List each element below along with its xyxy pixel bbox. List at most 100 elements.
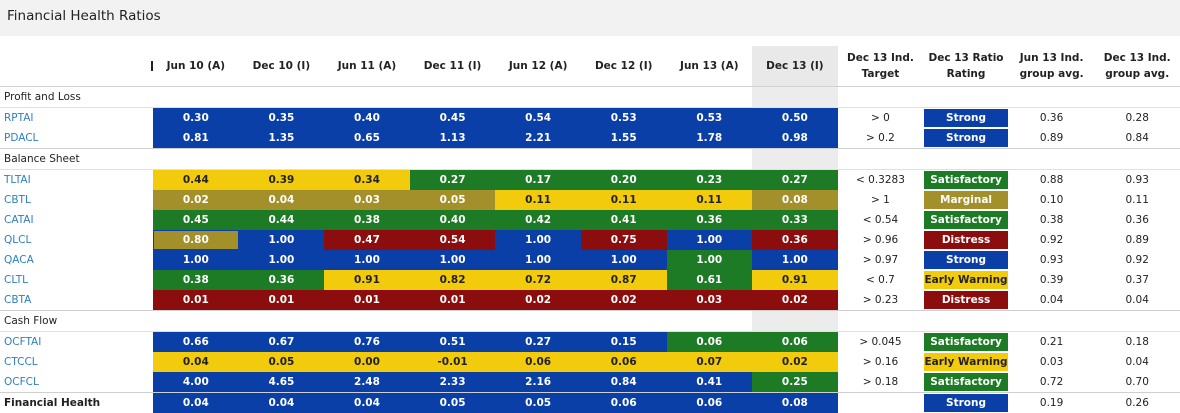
- ratio-value-cell: 0.05: [410, 190, 496, 210]
- ratio-value-cell: 0.05: [495, 393, 581, 413]
- ratio-label[interactable]: CBTL: [0, 190, 153, 210]
- ratio-value-cell: 0.04: [239, 393, 325, 413]
- section-spacer: [495, 311, 581, 332]
- target-cell: < 0.3283: [838, 170, 924, 191]
- ratio-value-cell: 0.30: [153, 108, 239, 129]
- section-spacer: [752, 149, 838, 170]
- section-spacer: [667, 87, 753, 108]
- header-period[interactable]: Dec 10 (I): [239, 46, 325, 87]
- rating-badge: Satisfactory: [924, 373, 1008, 391]
- dec-avg-cell: 0.11: [1094, 190, 1180, 210]
- ratio-value-cell: 0.02: [153, 190, 239, 210]
- ratio-value-cell: 0.42: [495, 210, 581, 230]
- target-cell: > 1: [838, 190, 924, 210]
- ratio-label[interactable]: CATAI: [0, 210, 153, 230]
- ratio-label[interactable]: RPTAI: [0, 108, 153, 129]
- rating-badge: Early Warning: [924, 271, 1008, 289]
- column-resize-handle[interactable]: [151, 61, 153, 71]
- ratio-value-cell: 0.04: [153, 352, 239, 372]
- ratio-value-cell: 1.00: [581, 250, 667, 270]
- ratio-value-cell: 0.06: [581, 352, 667, 372]
- ratio-label[interactable]: OCFCL: [0, 372, 153, 393]
- ratio-value-cell: 0.34: [324, 170, 410, 191]
- ratio-label[interactable]: PDACL: [0, 128, 153, 149]
- ratio-value-cell: 0.06: [667, 332, 753, 353]
- rating-badge: Strong: [924, 251, 1008, 269]
- header-period[interactable]: Dec 12 (I): [581, 46, 667, 87]
- ratio-value-cell: 0.40: [410, 210, 496, 230]
- section-spacer: [752, 87, 838, 108]
- header-period[interactable]: Dec 11 (I): [410, 46, 496, 87]
- section-spacer: [667, 311, 753, 332]
- ratio-value-cell: 0.35: [239, 108, 325, 129]
- ratio-value-cell: 0.06: [495, 352, 581, 372]
- ratio-value-cell: 1.55: [581, 128, 667, 149]
- header-period[interactable]: Jun 12 (A): [495, 46, 581, 87]
- ratio-label[interactable]: QLCL: [0, 230, 153, 250]
- target-cell: [838, 393, 924, 413]
- section-spacer: [410, 87, 496, 108]
- ratio-value-cell: 0.08: [752, 190, 838, 210]
- ratio-value-cell: 0.08: [752, 393, 838, 413]
- ratio-value-cell: 0.84: [581, 372, 667, 393]
- ratio-value-cell: 0.11: [495, 190, 581, 210]
- rating-cell: Distress: [923, 230, 1009, 250]
- target-cell: > 0.045: [838, 332, 924, 353]
- section-spacer: [495, 87, 581, 108]
- jun-avg-cell: 0.38: [1009, 210, 1095, 230]
- ratio-value-cell: 0.01: [410, 290, 496, 311]
- section-spacer: [923, 87, 1009, 108]
- rating-cell: Satisfactory: [923, 332, 1009, 353]
- header-period[interactable]: Jun 11 (A): [324, 46, 410, 87]
- ratio-value-cell: 0.05: [410, 393, 496, 413]
- rating-cell: Early Warning: [923, 352, 1009, 372]
- jun-avg-cell: 0.39: [1009, 270, 1095, 290]
- ratio-label[interactable]: CBTA: [0, 290, 153, 311]
- section-spacer: [923, 311, 1009, 332]
- jun-avg-cell: 0.36: [1009, 108, 1095, 129]
- jun-avg-cell: 0.10: [1009, 190, 1095, 210]
- ratio-value-cell: 2.33: [410, 372, 496, 393]
- section-spacer: [752, 311, 838, 332]
- header-period-highlighted[interactable]: Dec 13 (I): [752, 46, 838, 87]
- section-spacer: [410, 311, 496, 332]
- dec-avg-cell: 0.26: [1094, 393, 1180, 413]
- target-cell: < 0.7: [838, 270, 924, 290]
- ratio-value-cell: 0.45: [153, 210, 239, 230]
- ratio-label[interactable]: CTCCL: [0, 352, 153, 372]
- ratio-value-cell: 0.44: [153, 170, 239, 191]
- ratio-label[interactable]: QACA: [0, 250, 153, 270]
- header-jun-avg[interactable]: Jun 13 Ind. group avg.: [1009, 46, 1095, 87]
- ratio-label[interactable]: TLTAI: [0, 170, 153, 191]
- header-corner: [0, 46, 153, 87]
- header-period[interactable]: Jun 10 (A): [153, 46, 239, 87]
- dec-avg-cell: 0.36: [1094, 210, 1180, 230]
- ratio-value-cell: 2.48: [324, 372, 410, 393]
- rating-cell: Marginal: [923, 190, 1009, 210]
- ratio-value-cell: 0.36: [667, 210, 753, 230]
- section-spacer: [1009, 311, 1095, 332]
- header-period[interactable]: Jun 13 (A): [667, 46, 753, 87]
- header-dec-avg[interactable]: Dec 13 Ind. group avg.: [1094, 46, 1180, 87]
- ratio-label[interactable]: OCFTAI: [0, 332, 153, 353]
- header-target[interactable]: Dec 13 Ind. Target: [838, 46, 924, 87]
- ratio-label[interactable]: CLTL: [0, 270, 153, 290]
- jun-avg-cell: 0.89: [1009, 128, 1095, 149]
- ratio-value-cell: 0.41: [667, 372, 753, 393]
- page-title: Financial Health Ratios: [7, 8, 161, 24]
- ratio-value-cell: -0.01: [410, 352, 496, 372]
- header-rating[interactable]: Dec 13 Ratio Rating: [923, 46, 1009, 87]
- rating-badge: Satisfactory: [924, 211, 1008, 229]
- ratio-value-cell: 0.54: [495, 108, 581, 129]
- ratio-value-cell: 0.17: [495, 170, 581, 191]
- ratio-value-cell: 0.01: [239, 290, 325, 311]
- ratio-value-cell: 0.38: [153, 270, 239, 290]
- section-spacer: [1094, 87, 1180, 108]
- section-spacer: [1009, 149, 1095, 170]
- target-cell: > 0.23: [838, 290, 924, 311]
